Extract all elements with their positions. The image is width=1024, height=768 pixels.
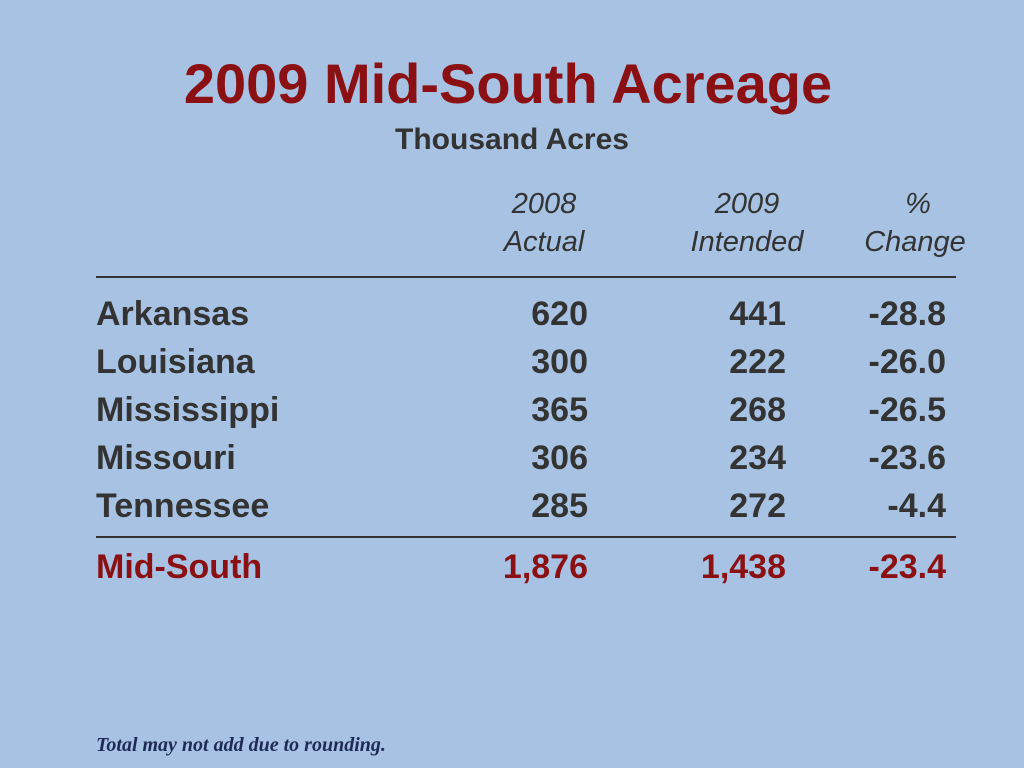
state-name: Arkansas — [96, 295, 250, 333]
total-actual-2008-value: 1,876 — [502, 548, 588, 586]
pct-change-value: -26.0 — [868, 343, 947, 381]
table-row: Tennessee 285 272 -4.4 — [0, 482, 1024, 530]
total-divider — [96, 536, 956, 538]
actual-2008-value: 285 — [531, 487, 588, 525]
state-name: Missouri — [96, 439, 236, 477]
header-divider — [96, 276, 956, 278]
pct-change-value: -28.8 — [868, 295, 947, 333]
total-row: Mid-South 1,876 1,438 -23.4 — [0, 543, 1024, 591]
column-header-2008-actual-line1: 2008 — [511, 188, 577, 220]
slide-subtitle: Thousand Acres — [395, 123, 629, 156]
table-row: Arkansas 620 441 -28.8 — [0, 290, 1024, 338]
intended-2009-value: 272 — [729, 487, 786, 525]
pct-change-value: -4.4 — [887, 487, 946, 525]
column-header-2008-actual-line2: Actual — [503, 226, 585, 258]
state-name: Louisiana — [96, 343, 255, 381]
intended-2009-value: 222 — [729, 343, 786, 381]
actual-2008-value: 306 — [531, 439, 588, 477]
table-row: Missouri 306 234 -23.6 — [0, 434, 1024, 482]
column-header-2009-intended-line1: 2009 — [714, 188, 780, 220]
column-header-2008-actual: 2008 Actual — [484, 185, 604, 261]
total-intended-2009-value: 1,438 — [700, 548, 786, 586]
intended-2009-value: 234 — [729, 439, 786, 477]
intended-2009-value: 441 — [729, 295, 786, 333]
total-label: Mid-South — [96, 548, 263, 586]
table-row: Louisiana 300 222 -26.0 — [0, 338, 1024, 386]
intended-2009-value: 268 — [729, 391, 786, 429]
pct-change-value: -23.6 — [868, 439, 947, 477]
pct-change-value: -26.5 — [868, 391, 947, 429]
state-name: Mississippi — [96, 391, 280, 429]
table-row: Mississippi 365 268 -26.5 — [0, 386, 1024, 434]
column-header-2009-intended-line2: Intended — [690, 226, 804, 258]
total-pct-change-value: -23.4 — [868, 548, 947, 586]
slide-title: 2009 Mid-South Acreage — [183, 52, 833, 115]
actual-2008-value: 365 — [531, 391, 588, 429]
column-header-pct-change-line1: % — [905, 188, 931, 220]
actual-2008-value: 300 — [531, 343, 588, 381]
state-name: Tennessee — [96, 487, 270, 525]
actual-2008-value: 620 — [531, 295, 588, 333]
column-header-pct-change: % Change — [846, 185, 984, 261]
column-header-2009-intended: 2009 Intended — [672, 185, 822, 261]
footnote: Total may not add due to rounding. — [96, 734, 386, 756]
column-header-pct-change-line2: Change — [864, 226, 966, 258]
